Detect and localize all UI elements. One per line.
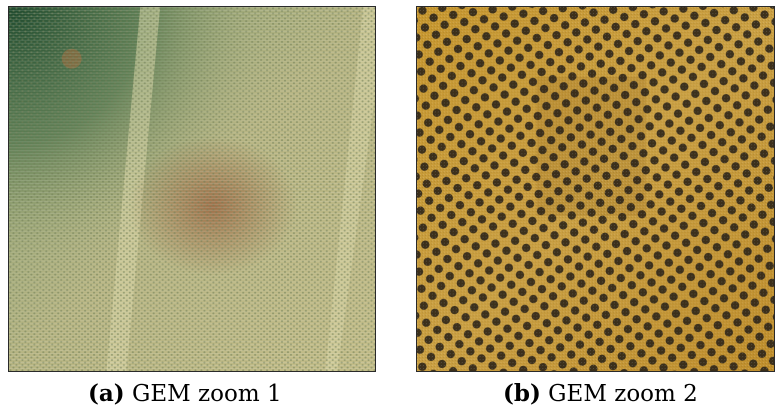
- caption-b-text: GEM zoom 2: [548, 381, 698, 407]
- panel-a: [8, 6, 376, 372]
- gem-foil-wide-photo: [8, 6, 376, 372]
- caption-a-text: GEM zoom 1: [131, 381, 282, 407]
- gem-foil-wide-photo-icon: [9, 7, 375, 371]
- panel-b: [416, 6, 775, 372]
- caption-b-tag: (b): [503, 380, 541, 407]
- caption-b: (b) GEM zoom 2: [503, 380, 698, 408]
- gem-foil-closeup-photo-icon: [417, 7, 774, 371]
- caption-a-tag: (a): [88, 380, 125, 407]
- caption-a: (a) GEM zoom 1: [88, 380, 282, 408]
- gem-foil-closeup-photo: [416, 6, 775, 372]
